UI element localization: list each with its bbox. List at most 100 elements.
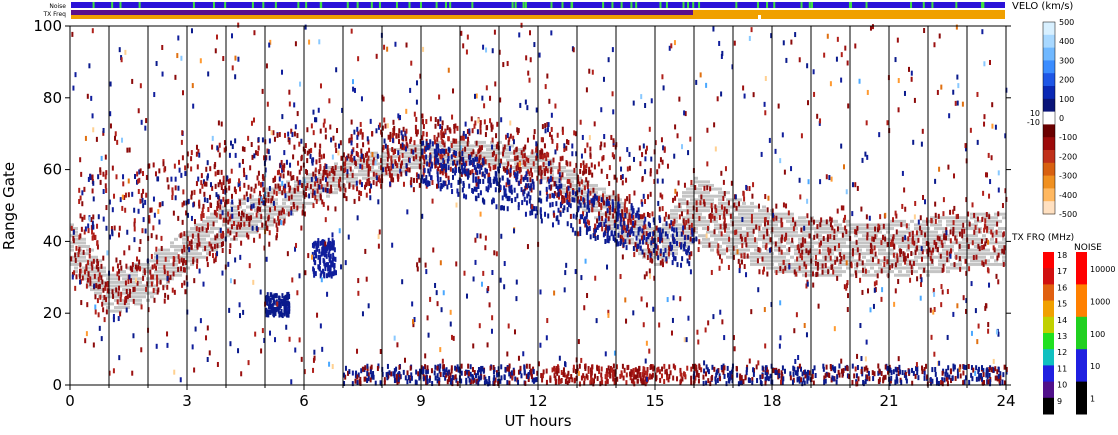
velocity-point (325, 169, 328, 175)
velocity-point (209, 202, 212, 208)
velocity-point (97, 214, 100, 220)
velocity-point (99, 170, 102, 176)
velocity-point (844, 214, 847, 220)
velocity-point (324, 169, 327, 175)
ground-scatter-cell (114, 277, 118, 281)
velocity-point (383, 117, 386, 123)
velocity-point (608, 235, 611, 241)
velocity-point (936, 235, 939, 241)
velocity-point (436, 136, 439, 142)
velocity-point (613, 230, 616, 236)
ground-scatter-cell (162, 252, 166, 256)
velocity-point (243, 172, 246, 178)
velocity-point (462, 130, 465, 136)
velocity-point (641, 176, 644, 182)
velocity-point (625, 177, 628, 183)
ground-scatter-cell (294, 205, 298, 209)
ground-scatter-cell (998, 244, 1002, 248)
velocity-point (775, 215, 778, 221)
velocity-point (695, 200, 698, 206)
ground-scatter-cell (410, 155, 414, 159)
velocity-point (148, 215, 151, 221)
velocity-point (311, 192, 314, 198)
ground-scatter-cell (806, 223, 810, 227)
noise-bar-mark (522, 2, 525, 8)
velocity-point (421, 174, 424, 180)
ground-scatter-cell (794, 244, 798, 248)
velocity-point (158, 168, 161, 174)
velocity-point (243, 182, 246, 188)
ground-scatter-cell (166, 255, 170, 259)
velocity-point (718, 265, 721, 271)
ground-scatter-cell (394, 148, 398, 152)
velocity-point (229, 243, 232, 249)
velocity-point (186, 244, 189, 250)
velocity-point (637, 227, 640, 233)
ground-scatter-cell (738, 259, 742, 263)
ground-scatter-cell (730, 216, 734, 220)
ground-scatter-cell (778, 252, 782, 256)
ground-scatter-cell (710, 241, 714, 245)
ground-scatter-cell (690, 201, 694, 205)
ground-scatter-cell (382, 151, 386, 155)
velocity-point (840, 205, 843, 211)
velocity-point (471, 169, 474, 175)
ground-scatter-cell (598, 219, 602, 223)
ground-scatter-cell (886, 270, 890, 274)
ground-scatter-cell (802, 266, 806, 270)
ground-scatter-cell (914, 262, 918, 266)
ground-scatter-cell (798, 270, 802, 274)
ground-scatter-cell (310, 173, 314, 177)
velocity-point (574, 191, 577, 197)
velocity-point (415, 154, 418, 160)
ground-scatter-cell (642, 248, 646, 252)
velocity-point (369, 118, 372, 124)
velocity-point (281, 164, 284, 170)
ground-scatter-cell (162, 255, 166, 259)
velocity-point (886, 242, 889, 248)
ground-scatter-cell (186, 266, 190, 270)
velocity-point (680, 242, 683, 248)
velocity-point (344, 161, 347, 167)
ground-scatter-cell (130, 273, 134, 277)
velocity-point (540, 175, 543, 181)
velocity-point (566, 194, 569, 200)
velocity-point (198, 199, 201, 205)
ground-scatter-cell (698, 194, 702, 198)
ground-scatter-cell (974, 230, 978, 234)
ground-scatter-cell (110, 309, 114, 313)
velocity-point (150, 253, 153, 259)
velocity-point (553, 193, 556, 199)
velocity-point (649, 191, 652, 197)
ground-scatter-cell (758, 234, 762, 238)
ground-scatter-cell (90, 277, 94, 281)
velocity-point (824, 255, 827, 261)
velocity-point (234, 152, 237, 158)
ground-scatter-cell (746, 227, 750, 231)
ground-scatter-cell (822, 227, 826, 231)
ground-scatter-cell (242, 227, 246, 231)
velocity-point (981, 260, 984, 266)
ground-scatter-cell (642, 241, 646, 245)
ground-scatter-cell (974, 234, 978, 238)
velocity-point (415, 129, 418, 135)
ground-scatter-cell (666, 244, 670, 248)
velocity-point (359, 163, 362, 169)
ground-scatter-cell (74, 230, 78, 234)
ground-scatter-cell (666, 237, 670, 241)
velocity-point (450, 154, 453, 160)
velocity-point (633, 156, 636, 162)
velocity-point (636, 244, 639, 250)
velocity-point (342, 161, 345, 167)
velocity-point (172, 261, 175, 267)
ground-scatter-cell (694, 191, 698, 195)
ground-scatter-cell (202, 248, 206, 252)
ground-scatter-cell (170, 255, 174, 259)
ground-scatter-cell (898, 262, 902, 266)
velocity-point (985, 227, 988, 233)
velocity-point (520, 174, 523, 180)
velocity-point (208, 251, 211, 257)
velocity-point (304, 143, 307, 149)
ground-scatter-cell (666, 241, 670, 245)
ground-scatter-cell (730, 244, 734, 248)
